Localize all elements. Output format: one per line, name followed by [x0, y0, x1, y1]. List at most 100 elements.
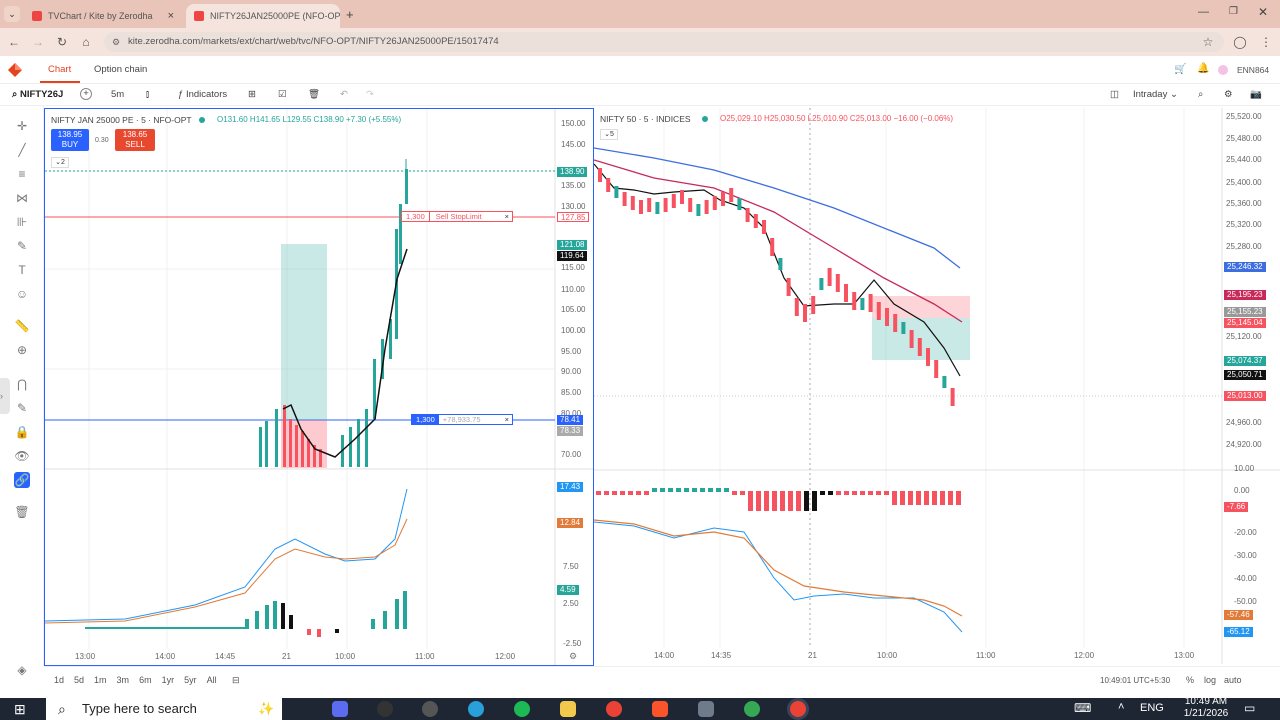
- ruler-icon[interactable]: 📏: [14, 319, 30, 333]
- log-toggle[interactable]: log: [1204, 675, 1217, 685]
- candle-type-icon[interactable]: ⫾: [146, 89, 150, 100]
- tab-list-icon[interactable]: ⌄: [4, 6, 20, 22]
- back-icon[interactable]: ←: [8, 35, 20, 49]
- app-icon[interactable]: [422, 701, 438, 717]
- avatar[interactable]: [1218, 65, 1228, 75]
- obs-icon[interactable]: [377, 701, 393, 717]
- trash-drawings-icon[interactable]: 🗑: [14, 505, 30, 519]
- magnet-icon[interactable]: ⋂: [17, 377, 27, 391]
- compare-add-icon[interactable]: +: [80, 88, 92, 100]
- trash-icon[interactable]: 🗑: [308, 89, 321, 100]
- forward-icon[interactable]: →: [32, 35, 44, 49]
- profile-icon[interactable]: ◯: [1233, 35, 1247, 49]
- kite-logo-icon[interactable]: [8, 63, 22, 77]
- text-icon[interactable]: T: [18, 263, 26, 277]
- menu-dots-icon[interactable]: ⋮: [1260, 35, 1272, 49]
- telegram-icon[interactable]: [468, 701, 484, 717]
- copilot-icon[interactable]: [332, 701, 348, 717]
- browser-tab-nifty[interactable]: NIFTY26JAN25000PE (NFO-OPT ×: [186, 4, 340, 28]
- maximize-icon[interactable]: ❐: [1229, 6, 1238, 17]
- close-icon[interactable]: ×: [504, 415, 509, 424]
- brush-icon[interactable]: ✎: [16, 239, 28, 253]
- brave-icon[interactable]: [652, 701, 668, 717]
- lock-icon[interactable]: 🔒: [14, 425, 30, 439]
- chevron-up-icon[interactable]: ˄: [1118, 701, 1125, 713]
- bell-icon[interactable]: 🔔: [1197, 63, 1210, 74]
- site-info-icon[interactable]: ⚙: [112, 37, 121, 47]
- cart-icon[interactable]: 🛒: [1174, 64, 1187, 75]
- chrome-profile-icon[interactable]: [744, 701, 760, 717]
- settings-gear-icon[interactable]: ⚙: [1224, 89, 1233, 100]
- auto-toggle[interactable]: auto: [1224, 675, 1242, 685]
- minimize-icon[interactable]: —: [1198, 6, 1209, 18]
- zoom-search-icon[interactable]: ⌕: [1198, 89, 1204, 100]
- templates-icon[interactable]: ⊞: [248, 89, 256, 100]
- redo-icon[interactable]: ↷: [366, 89, 374, 100]
- crosshair-icon[interactable]: ✛: [16, 119, 28, 133]
- bookmark-star-icon[interactable]: ☆: [1202, 35, 1214, 49]
- range-6m[interactable]: 6m: [139, 675, 152, 685]
- layout-select[interactable]: Intraday ⌄: [1133, 88, 1178, 102]
- browser-tab-tvchart[interactable]: TVChart / Kite by Zerodha ×: [24, 4, 182, 28]
- range-1yr[interactable]: 1yr: [161, 675, 175, 685]
- close-icon[interactable]: ×: [167, 10, 174, 22]
- left-chart-canvas[interactable]: [45, 109, 593, 665]
- lock-drawing-icon[interactable]: ✎: [16, 401, 28, 415]
- sell-button[interactable]: 138.65 SELL: [115, 129, 155, 151]
- file-explorer-icon[interactable]: [560, 701, 576, 717]
- nav-chart[interactable]: Chart: [48, 64, 72, 75]
- keyboard-icon[interactable]: ⌨: [1074, 701, 1092, 715]
- expand-toolbar-handle[interactable]: ›: [0, 378, 10, 414]
- notifications-icon[interactable]: ▭: [1244, 701, 1256, 715]
- language-indicator[interactable]: ENG: [1140, 702, 1164, 714]
- settings-gear-icon[interactable]: ⚙: [569, 651, 578, 661]
- collapse-indicators-toggle[interactable]: ⌄2: [51, 157, 69, 168]
- range-1m[interactable]: 1m: [94, 675, 107, 685]
- collapse-indicators-toggle[interactable]: ⌄5: [600, 129, 618, 140]
- calculator-icon[interactable]: [698, 701, 714, 717]
- left-chart-pane[interactable]: NIFTY JAN 25000 PE · 5 · NFO-OPT O131.60…: [44, 108, 594, 666]
- right-chart-canvas[interactable]: [594, 108, 1280, 664]
- emoji-icon[interactable]: ☺: [15, 287, 29, 301]
- trendline-icon[interactable]: ╱: [18, 143, 26, 157]
- chrome-active-icon[interactable]: [790, 701, 806, 717]
- range-3m[interactable]: 3m: [116, 675, 130, 685]
- fib-icon[interactable]: ≡: [18, 167, 26, 181]
- layout-panes-icon[interactable]: ◫: [1110, 89, 1119, 100]
- right-chart-pane[interactable]: NIFTY 50 · 5 · INDICES O25,029.10 H25,03…: [594, 108, 1280, 666]
- eye-icon[interactable]: 👁: [14, 449, 30, 463]
- clock[interactable]: 10:49 AM 1/21/2026: [1174, 696, 1238, 720]
- range-1d[interactable]: 1d: [54, 675, 65, 685]
- user-id[interactable]: ENN864: [1237, 65, 1270, 75]
- home-icon[interactable]: ⌂: [82, 35, 90, 49]
- symbol-search[interactable]: ⌕ NIFTY26J: [12, 88, 63, 102]
- layers-icon[interactable]: ◈: [17, 663, 27, 677]
- projection-icon[interactable]: ⊪: [16, 215, 28, 229]
- buy-button[interactable]: 138.95 BUY: [51, 129, 89, 151]
- undo-icon[interactable]: ↶: [340, 89, 348, 100]
- date-range-icon[interactable]: ⊟: [232, 675, 240, 685]
- utc-clock[interactable]: 10:49:01 UTC+5:30: [1100, 676, 1171, 685]
- range-5yr[interactable]: 5yr: [184, 675, 197, 685]
- windows-start-icon[interactable]: ⊞: [14, 701, 26, 717]
- range-5d[interactable]: 5d: [74, 675, 85, 685]
- position-line[interactable]: 1,300 +78,933.75 ×: [411, 414, 513, 425]
- nav-option-chain[interactable]: Option chain: [94, 64, 148, 75]
- close-window-icon[interactable]: ✕: [1258, 5, 1269, 19]
- alert-icon[interactable]: ☑: [278, 89, 287, 100]
- stop-order-line[interactable]: 1,300 Sell StopLimit ×: [401, 211, 513, 222]
- indicators-button[interactable]: ƒ Indicators: [178, 88, 227, 102]
- spotify-icon[interactable]: [514, 701, 530, 717]
- interval-select[interactable]: 5m: [111, 89, 125, 100]
- percent-toggle[interactable]: %: [1186, 675, 1195, 685]
- close-icon[interactable]: ×: [504, 212, 509, 221]
- taskbar-search[interactable]: ⌕ Type here to search ✨: [46, 698, 282, 720]
- range-All[interactable]: All: [206, 675, 217, 685]
- new-tab-icon[interactable]: +: [346, 7, 354, 22]
- reload-icon[interactable]: ↻: [56, 35, 68, 49]
- pattern-icon[interactable]: ⋈: [16, 191, 28, 205]
- url-field[interactable]: ⚙ kite.zerodha.com/markets/ext/chart/web…: [104, 32, 1224, 52]
- link-icon[interactable]: 🔗: [14, 472, 30, 488]
- zoom-in-icon[interactable]: ⊕: [16, 343, 28, 357]
- camera-icon[interactable]: 📷: [1250, 89, 1262, 100]
